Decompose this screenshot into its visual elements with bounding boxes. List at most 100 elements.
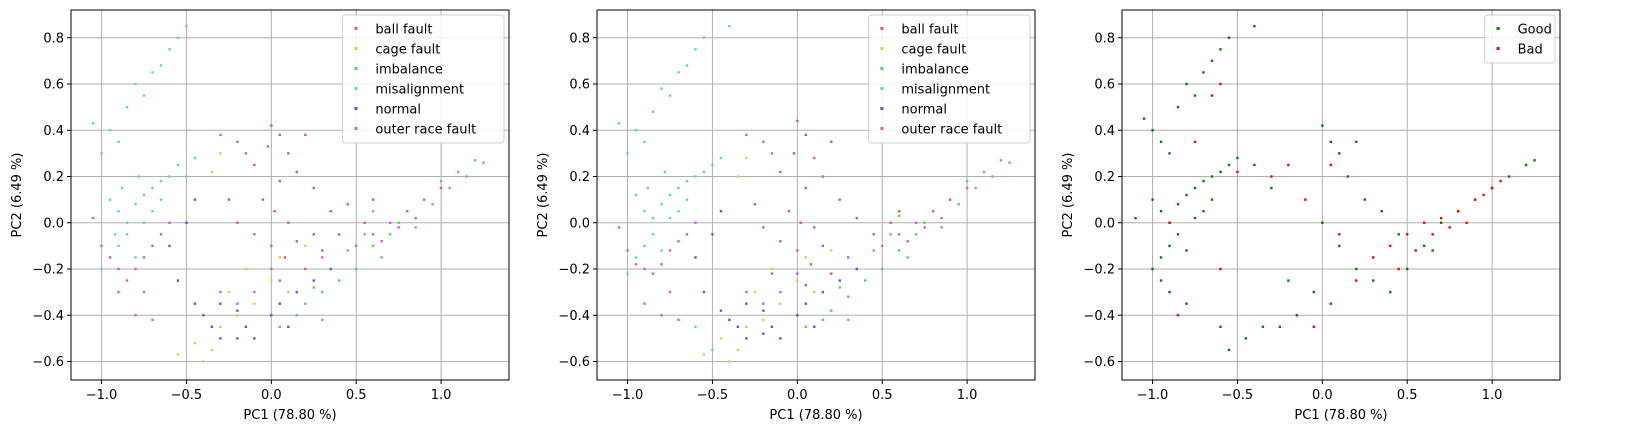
- data-point: [1389, 290, 1392, 294]
- data-point: [897, 249, 901, 252]
- legend-marker: [354, 47, 358, 50]
- data-point: [134, 256, 137, 259]
- data-point: [643, 244, 646, 248]
- data-point: [719, 309, 723, 312]
- data-point: [626, 249, 629, 252]
- data-point: [804, 325, 808, 329]
- x-tick-label: 0.0: [261, 388, 282, 403]
- data-point: [931, 209, 935, 213]
- data-point: [1389, 244, 1392, 248]
- data-point: [287, 221, 290, 224]
- data-point: [914, 233, 918, 236]
- data-point: [1304, 198, 1307, 201]
- data-point: [677, 71, 680, 74]
- data-point: [677, 240, 680, 243]
- data-point: [1439, 221, 1443, 224]
- plot-frame: [70, 9, 510, 381]
- data-point: [253, 233, 256, 236]
- data-point: [792, 152, 796, 155]
- data-point: [380, 256, 383, 259]
- series-imbalance: [804, 159, 1011, 329]
- data-point: [1533, 159, 1536, 162]
- data-point: [185, 175, 188, 178]
- data-point: [1193, 186, 1197, 190]
- y-tick-label: −0.4: [1083, 309, 1115, 324]
- data-point: [1295, 314, 1299, 317]
- data-point: [1193, 216, 1197, 220]
- data-point: [643, 209, 646, 213]
- data-point: [1219, 170, 1222, 174]
- data-point: [770, 152, 774, 155]
- data-point: [108, 256, 112, 259]
- data-point: [1210, 198, 1214, 201]
- data-point: [346, 249, 349, 252]
- data-point: [677, 318, 680, 322]
- data-point: [948, 198, 952, 201]
- data-point: [1346, 175, 1349, 178]
- data-point: [414, 226, 417, 229]
- data-point: [113, 233, 117, 236]
- legend-marker: [880, 47, 884, 50]
- data-point: [227, 290, 231, 294]
- data-point: [830, 249, 833, 252]
- data-point: [278, 302, 282, 305]
- data-point: [1312, 325, 1316, 329]
- legend-label: normal: [375, 103, 421, 118]
- x-tick-label: 0.0: [1312, 388, 1333, 403]
- series-misalignment: [91, 24, 197, 271]
- data-point: [283, 256, 287, 259]
- x-tick-label: 1.0: [957, 388, 978, 403]
- y-tick-label: 0.6: [1094, 78, 1115, 93]
- data-point: [779, 337, 782, 340]
- data-point: [1448, 226, 1451, 229]
- data-point: [1185, 193, 1188, 197]
- legend-label: cage fault: [901, 43, 966, 58]
- data-point: [1422, 244, 1426, 248]
- data-point: [1159, 256, 1163, 259]
- legend-label: misalignment: [375, 83, 464, 98]
- series-ball-fault: [227, 124, 375, 282]
- data-point: [312, 233, 315, 236]
- legend-marker: [354, 107, 358, 110]
- data-point: [796, 119, 799, 123]
- data-point: [830, 272, 833, 275]
- data-point: [1193, 94, 1197, 97]
- data-point: [312, 186, 315, 190]
- data-point: [957, 203, 960, 206]
- data-point: [889, 233, 892, 236]
- x-axis-label: PC1 (78.80 %): [769, 408, 862, 423]
- data-point: [991, 175, 994, 178]
- data-point: [219, 152, 222, 155]
- data-point: [745, 290, 748, 294]
- y-tick-label: −0.4: [558, 309, 590, 324]
- data-point: [838, 279, 841, 282]
- data-point: [728, 24, 731, 28]
- data-point: [91, 122, 95, 125]
- data-point: [694, 325, 697, 329]
- data-point: [185, 24, 188, 28]
- data-point: [711, 233, 714, 236]
- data-point: [244, 267, 248, 271]
- y-tick-label: −0.2: [1083, 263, 1115, 278]
- data-point: [1168, 221, 1171, 224]
- data-point: [813, 156, 816, 160]
- data-point: [253, 302, 256, 305]
- y-tick-label: 0.8: [1094, 31, 1115, 46]
- data-point: [694, 48, 697, 51]
- data-point: [813, 226, 816, 229]
- data-point: [439, 179, 443, 183]
- data-point: [270, 124, 273, 127]
- data-point: [202, 314, 205, 317]
- data-point: [125, 279, 129, 282]
- data-point: [1414, 249, 1417, 252]
- data-point: [456, 170, 460, 174]
- data-point: [1338, 244, 1341, 248]
- data-point: [142, 221, 146, 224]
- data-point: [304, 133, 307, 137]
- data-point: [728, 318, 731, 322]
- data-point: [796, 279, 799, 282]
- legend-label: ball fault: [901, 23, 958, 38]
- data-point: [940, 216, 943, 220]
- data-point: [219, 337, 222, 340]
- series-misalignment: [617, 24, 731, 352]
